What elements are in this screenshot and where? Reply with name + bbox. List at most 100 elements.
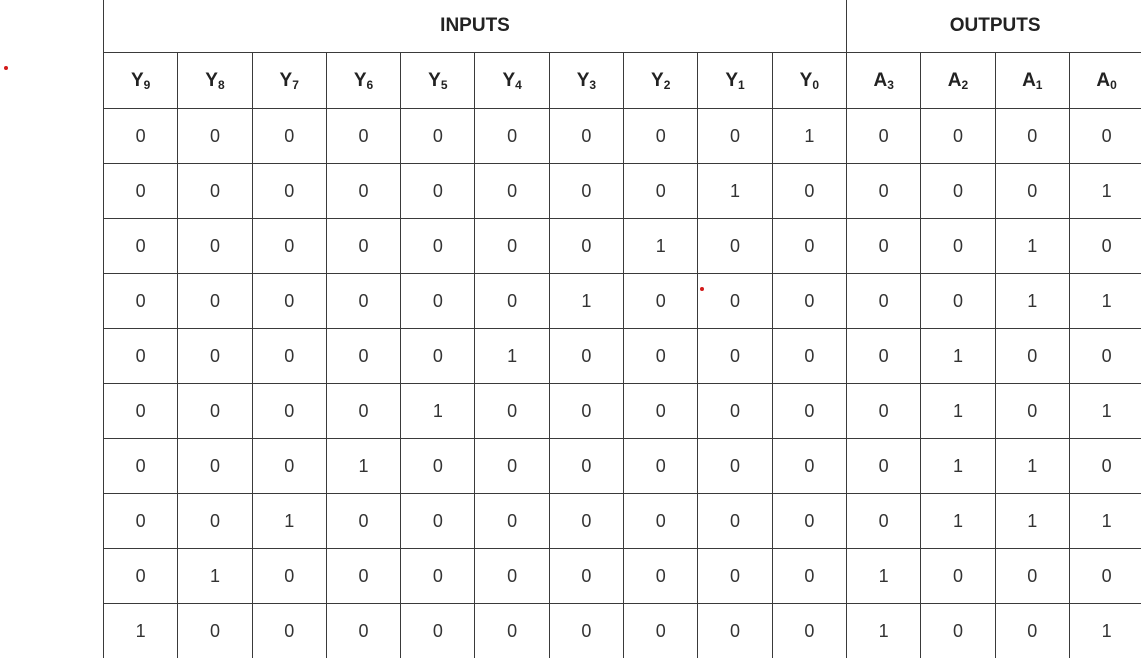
table-cell: 1	[847, 549, 921, 604]
column-letter: A	[1022, 70, 1036, 91]
table-cell: 0	[475, 384, 549, 439]
outputs-group-header: OUTPUTS	[847, 0, 1141, 53]
table-cell: 1	[549, 274, 623, 329]
table-cell: 0	[847, 439, 921, 494]
table-cell: 0	[624, 384, 698, 439]
column-header: Y8	[178, 53, 252, 109]
table-cell: 0	[1069, 219, 1141, 274]
table-cell: 0	[624, 494, 698, 549]
table-cell: 0	[326, 219, 400, 274]
table-cell: 0	[475, 219, 549, 274]
table-cell: 0	[178, 219, 252, 274]
column-index: 1	[738, 78, 745, 92]
table-cell: 0	[772, 494, 846, 549]
table-cell: 0	[104, 109, 178, 164]
column-header: Y9	[104, 53, 178, 109]
table-cell: 0	[772, 329, 846, 384]
column-index: 6	[367, 78, 374, 92]
stray-mark	[4, 66, 8, 70]
table-cell: 0	[475, 439, 549, 494]
table-cell: 0	[326, 494, 400, 549]
column-header: Y3	[549, 53, 623, 109]
table-cell: 1	[995, 219, 1069, 274]
table-cell: 0	[252, 549, 326, 604]
table-cell: 0	[178, 274, 252, 329]
table-cell: 0	[549, 164, 623, 219]
column-letter: A	[1096, 70, 1110, 91]
table-cell: 0	[921, 274, 995, 329]
table-cell: 0	[549, 604, 623, 658]
table-cell: 0	[475, 494, 549, 549]
table-cell: 0	[104, 439, 178, 494]
table-cell: 0	[847, 109, 921, 164]
table-cell: 1	[401, 384, 475, 439]
table-cell: 0	[698, 384, 772, 439]
table-cell: 0	[178, 439, 252, 494]
column-header: A1	[995, 53, 1069, 109]
table-cell: 0	[549, 219, 623, 274]
table-cell: 0	[326, 109, 400, 164]
column-letter: Y	[428, 70, 441, 91]
table-cell: 0	[624, 549, 698, 604]
column-index: 1	[1036, 78, 1043, 92]
column-header-row: Y9 Y8 Y7 Y6 Y5 Y4 Y3 Y2 Y1 Y0 A3 A2 A1 A…	[104, 53, 1141, 109]
column-header: Y1	[698, 53, 772, 109]
table-cell: 0	[252, 384, 326, 439]
table-cell: 0	[624, 329, 698, 384]
table-cell: 0	[549, 384, 623, 439]
table-cell: 0	[772, 164, 846, 219]
table-cell: 1	[1069, 274, 1141, 329]
table-cell: 1	[1069, 494, 1141, 549]
table-cell: 0	[847, 274, 921, 329]
column-header: Y2	[624, 53, 698, 109]
table-cell: 1	[921, 439, 995, 494]
table-cell: 0	[847, 494, 921, 549]
truth-table: INPUTS OUTPUTS Y9 Y8 Y7 Y6 Y5 Y4 Y3 Y2 Y…	[103, 0, 1141, 658]
column-letter: Y	[651, 70, 664, 91]
column-index: 8	[218, 78, 225, 92]
table-cell: 0	[698, 549, 772, 604]
column-header: Y5	[401, 53, 475, 109]
table-cell: 0	[624, 274, 698, 329]
table-cell: 0	[772, 384, 846, 439]
table-cell: 0	[252, 329, 326, 384]
table-cell: 0	[401, 549, 475, 604]
table-cell: 0	[178, 109, 252, 164]
table-cell: 0	[1069, 439, 1141, 494]
table-cell: 0	[252, 274, 326, 329]
table-cell: 1	[921, 384, 995, 439]
inputs-group-header: INPUTS	[104, 0, 847, 53]
column-index: 2	[962, 78, 969, 92]
table-cell: 0	[549, 549, 623, 604]
table-cell: 0	[475, 164, 549, 219]
table-cell: 0	[921, 164, 995, 219]
table-cell: 0	[698, 219, 772, 274]
table-cell: 0	[698, 494, 772, 549]
table-cell: 0	[401, 164, 475, 219]
column-header: A3	[847, 53, 921, 109]
table-cell: 0	[1069, 109, 1141, 164]
table-cell: 0	[698, 604, 772, 658]
table-cell: 1	[921, 329, 995, 384]
table-cell: 0	[475, 604, 549, 658]
column-index: 7	[292, 78, 299, 92]
table-cell: 0	[401, 274, 475, 329]
column-letter: Y	[577, 70, 590, 91]
table-cell: 0	[772, 219, 846, 274]
table-cell: 1	[326, 439, 400, 494]
table-cell: 0	[698, 329, 772, 384]
table-cell: 0	[401, 329, 475, 384]
table-cell: 0	[252, 439, 326, 494]
table-cell: 0	[326, 274, 400, 329]
table-cell: 0	[178, 604, 252, 658]
column-letter: A	[873, 70, 887, 91]
table-cell: 0	[401, 109, 475, 164]
column-letter: Y	[280, 70, 293, 91]
table-cell: 0	[1069, 549, 1141, 604]
table-cell: 1	[475, 329, 549, 384]
